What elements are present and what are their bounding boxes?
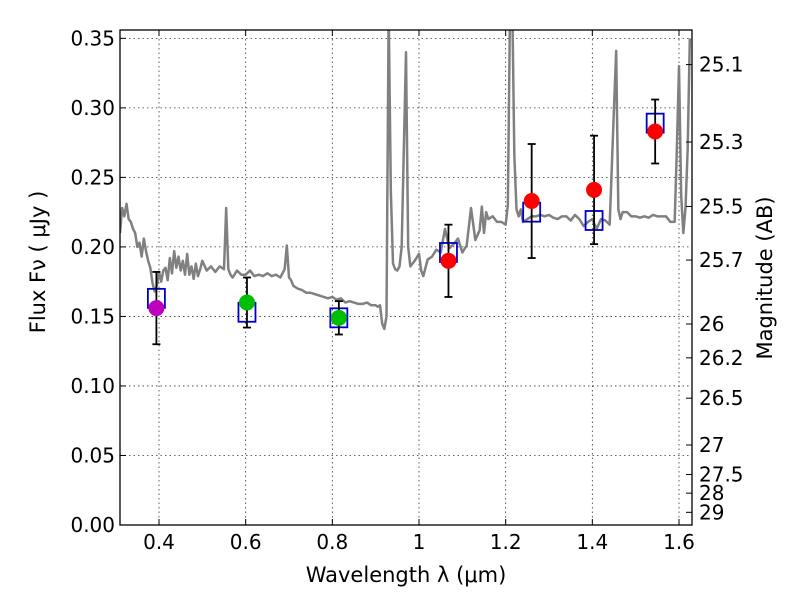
observed-flux-point [148, 300, 165, 317]
plot-frame [119, 29, 693, 526]
x-tick-label: 1 [413, 530, 426, 554]
y-axis-right-label: Magnitude (AB) [753, 196, 777, 359]
magnitude-tick-label: 25.7 [699, 248, 744, 272]
y-tick-label: 0.10 [70, 374, 115, 398]
magnitude-tick-label: 26.2 [699, 346, 744, 370]
y-tick-label: 0.00 [70, 513, 115, 537]
magnitude-tick-label: 25.5 [699, 194, 744, 218]
observed-flux-point [330, 309, 347, 326]
y-axis-label: Flux Fν ( μJy ) [26, 191, 50, 334]
tick-labels: 0.4 0.6 0.8 1 1.2 1.4 1.6 0.00 0.05 0.10 0.15 0.20 0… [70, 26, 743, 554]
x-tick-label: 1.6 [663, 530, 695, 554]
magnitude-tick-label: 27 [699, 433, 724, 457]
x-tick-label: 1.4 [576, 530, 608, 554]
x-axis-label: Wavelength λ (μm) [306, 563, 507, 587]
y-tick-label: 0.05 [70, 443, 115, 467]
y-tick-label: 0.25 [70, 165, 115, 189]
model-spectrum-line [120, 30, 692, 331]
magnitude-tick-label: 26.5 [699, 386, 744, 410]
y-tick-label: 0.30 [70, 96, 115, 120]
magnitude-tick-label: 29 [699, 500, 724, 524]
x-tick-label: 0.4 [143, 530, 175, 554]
magnitude-tick-label: 26 [699, 312, 724, 336]
magnitude-tick-label: 25.3 [699, 130, 744, 154]
magnitude-tick-label: 25.1 [699, 53, 744, 77]
observed-flux-point [586, 181, 603, 198]
axes-frame [119, 29, 693, 526]
y-tick-label: 0.20 [70, 235, 115, 259]
observed-flux-point [440, 252, 457, 269]
x-tick-label: 0.8 [316, 530, 348, 554]
y-tick-label: 0.15 [70, 304, 115, 328]
observed-flux-point [238, 294, 255, 311]
y-tick-label: 0.35 [70, 26, 115, 50]
magnitude-tick-label: 27.5 [699, 463, 744, 487]
observed-flux-point [523, 193, 540, 210]
magnitude-tick-label: 28 [699, 481, 724, 505]
data-points-layer [146, 98, 665, 346]
model-spectrum-layer [120, 30, 692, 331]
x-tick-label: 1.2 [490, 530, 522, 554]
x-tick-label: 0.6 [230, 530, 262, 554]
observed-flux-point [647, 123, 664, 140]
